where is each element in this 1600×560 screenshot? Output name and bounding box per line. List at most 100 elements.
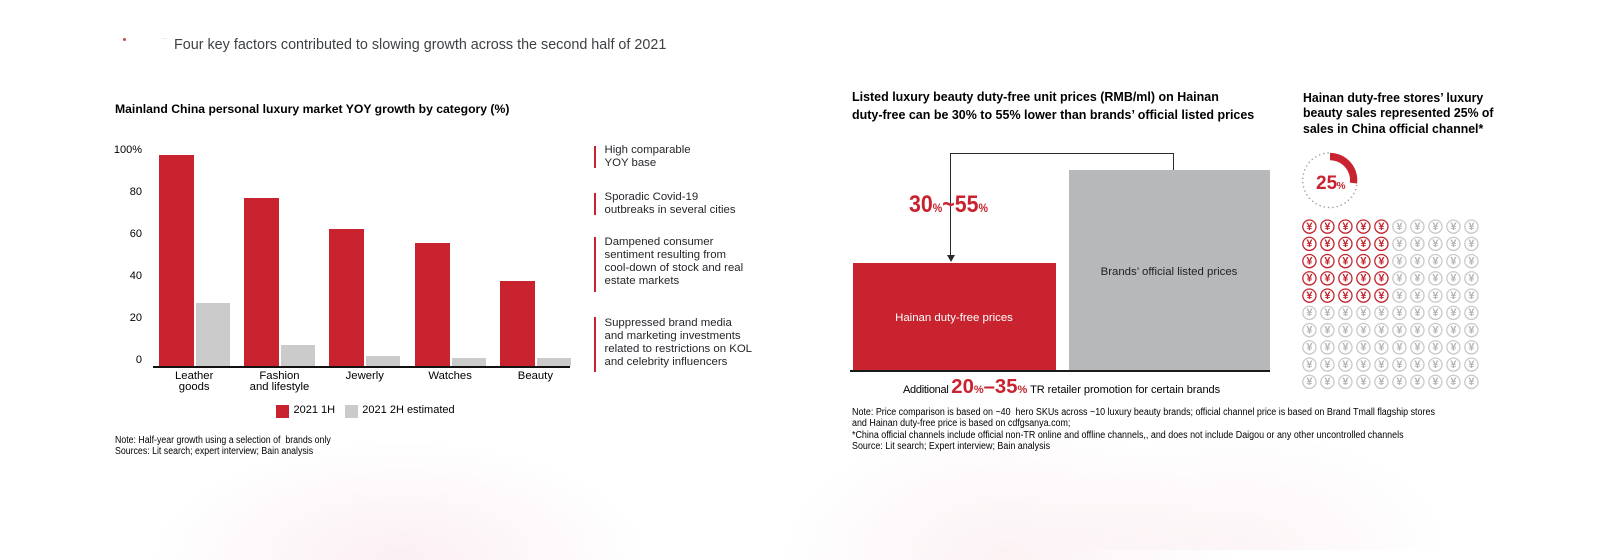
svg-text:¥: ¥ — [1450, 255, 1457, 267]
svg-text:¥: ¥ — [1324, 273, 1331, 285]
svg-text:¥: ¥ — [1378, 307, 1385, 319]
svg-text:¥: ¥ — [1342, 342, 1349, 354]
svg-text:¥: ¥ — [1378, 255, 1385, 267]
svg-text:¥: ¥ — [1324, 342, 1331, 354]
svg-text:¥: ¥ — [1432, 238, 1439, 250]
svg-text:¥: ¥ — [1306, 324, 1313, 336]
svg-text:¥: ¥ — [1468, 273, 1475, 285]
svg-text:¥: ¥ — [1342, 359, 1349, 371]
svg-text:¥: ¥ — [1432, 255, 1439, 267]
svg-text:¥: ¥ — [1378, 342, 1385, 354]
svg-text:¥: ¥ — [1468, 255, 1475, 267]
svg-text:¥: ¥ — [1306, 359, 1313, 371]
svg-text:¥: ¥ — [1342, 255, 1349, 267]
svg-text:¥: ¥ — [1324, 324, 1331, 336]
svg-text:¥: ¥ — [1432, 324, 1439, 336]
svg-text:¥: ¥ — [1360, 376, 1367, 388]
svg-text:¥: ¥ — [1378, 359, 1385, 371]
svg-text:¥: ¥ — [1450, 342, 1457, 354]
svg-text:¥: ¥ — [1342, 376, 1349, 388]
svg-text:¥: ¥ — [1432, 307, 1439, 319]
svg-text:¥: ¥ — [1324, 376, 1331, 388]
svg-text:¥: ¥ — [1396, 342, 1403, 354]
svg-text:¥: ¥ — [1360, 342, 1367, 354]
svg-text:¥: ¥ — [1360, 324, 1367, 336]
svg-text:¥: ¥ — [1450, 290, 1457, 302]
svg-text:¥: ¥ — [1450, 238, 1457, 250]
svg-text:¥: ¥ — [1342, 238, 1349, 250]
svg-text:¥: ¥ — [1414, 273, 1421, 285]
svg-text:¥: ¥ — [1342, 221, 1349, 233]
svg-text:¥: ¥ — [1432, 342, 1439, 354]
svg-text:¥: ¥ — [1432, 359, 1439, 371]
svg-text:¥: ¥ — [1432, 376, 1439, 388]
svg-text:¥: ¥ — [1378, 324, 1385, 336]
svg-text:¥: ¥ — [1360, 255, 1367, 267]
svg-text:¥: ¥ — [1306, 255, 1313, 267]
svg-text:¥: ¥ — [1414, 342, 1421, 354]
svg-text:¥: ¥ — [1306, 238, 1313, 250]
svg-text:¥: ¥ — [1396, 307, 1403, 319]
svg-text:¥: ¥ — [1378, 290, 1385, 302]
svg-text:¥: ¥ — [1450, 324, 1457, 336]
svg-text:¥: ¥ — [1324, 255, 1331, 267]
svg-text:¥: ¥ — [1396, 255, 1403, 267]
svg-text:¥: ¥ — [1324, 238, 1331, 250]
svg-text:¥: ¥ — [1342, 290, 1349, 302]
svg-text:¥: ¥ — [1414, 307, 1421, 319]
svg-text:¥: ¥ — [1468, 342, 1475, 354]
svg-text:¥: ¥ — [1468, 376, 1475, 388]
svg-text:¥: ¥ — [1468, 324, 1475, 336]
svg-text:¥: ¥ — [1414, 255, 1421, 267]
svg-text:¥: ¥ — [1414, 221, 1421, 233]
svg-text:¥: ¥ — [1324, 221, 1331, 233]
svg-text:¥: ¥ — [1342, 307, 1349, 319]
svg-text:¥: ¥ — [1360, 238, 1367, 250]
svg-text:¥: ¥ — [1414, 376, 1421, 388]
svg-text:¥: ¥ — [1306, 290, 1313, 302]
svg-text:¥: ¥ — [1396, 324, 1403, 336]
svg-text:¥: ¥ — [1360, 290, 1367, 302]
svg-text:¥: ¥ — [1450, 359, 1457, 371]
svg-text:¥: ¥ — [1396, 359, 1403, 371]
svg-text:¥: ¥ — [1450, 376, 1457, 388]
svg-text:¥: ¥ — [1378, 238, 1385, 250]
svg-text:¥: ¥ — [1378, 273, 1385, 285]
svg-text:¥: ¥ — [1414, 359, 1421, 371]
svg-text:¥: ¥ — [1378, 376, 1385, 388]
svg-text:¥: ¥ — [1396, 238, 1403, 250]
svg-text:¥: ¥ — [1468, 290, 1475, 302]
svg-text:¥: ¥ — [1306, 221, 1313, 233]
svg-text:¥: ¥ — [1468, 307, 1475, 319]
svg-text:¥: ¥ — [1468, 238, 1475, 250]
svg-text:¥: ¥ — [1396, 273, 1403, 285]
svg-text:¥: ¥ — [1360, 273, 1367, 285]
svg-text:¥: ¥ — [1414, 238, 1421, 250]
svg-text:¥: ¥ — [1432, 221, 1439, 233]
svg-text:¥: ¥ — [1324, 290, 1331, 302]
svg-text:¥: ¥ — [1450, 273, 1457, 285]
svg-text:¥: ¥ — [1360, 359, 1367, 371]
svg-text:¥: ¥ — [1324, 307, 1331, 319]
svg-text:¥: ¥ — [1432, 273, 1439, 285]
svg-text:¥: ¥ — [1396, 221, 1403, 233]
svg-text:¥: ¥ — [1432, 290, 1439, 302]
svg-text:¥: ¥ — [1396, 290, 1403, 302]
svg-text:¥: ¥ — [1306, 273, 1313, 285]
svg-text:¥: ¥ — [1342, 324, 1349, 336]
svg-text:¥: ¥ — [1450, 307, 1457, 319]
svg-text:¥: ¥ — [1396, 376, 1403, 388]
svg-text:¥: ¥ — [1342, 273, 1349, 285]
svg-text:¥: ¥ — [1450, 221, 1457, 233]
svg-text:¥: ¥ — [1306, 376, 1313, 388]
svg-text:¥: ¥ — [1360, 221, 1367, 233]
svg-text:¥: ¥ — [1360, 307, 1367, 319]
svg-text:¥: ¥ — [1414, 324, 1421, 336]
svg-text:¥: ¥ — [1324, 359, 1331, 371]
svg-text:¥: ¥ — [1306, 342, 1313, 354]
svg-text:¥: ¥ — [1468, 359, 1475, 371]
svg-text:¥: ¥ — [1306, 307, 1313, 319]
svg-text:¥: ¥ — [1468, 221, 1475, 233]
svg-text:¥: ¥ — [1378, 221, 1385, 233]
svg-text:¥: ¥ — [1414, 290, 1421, 302]
